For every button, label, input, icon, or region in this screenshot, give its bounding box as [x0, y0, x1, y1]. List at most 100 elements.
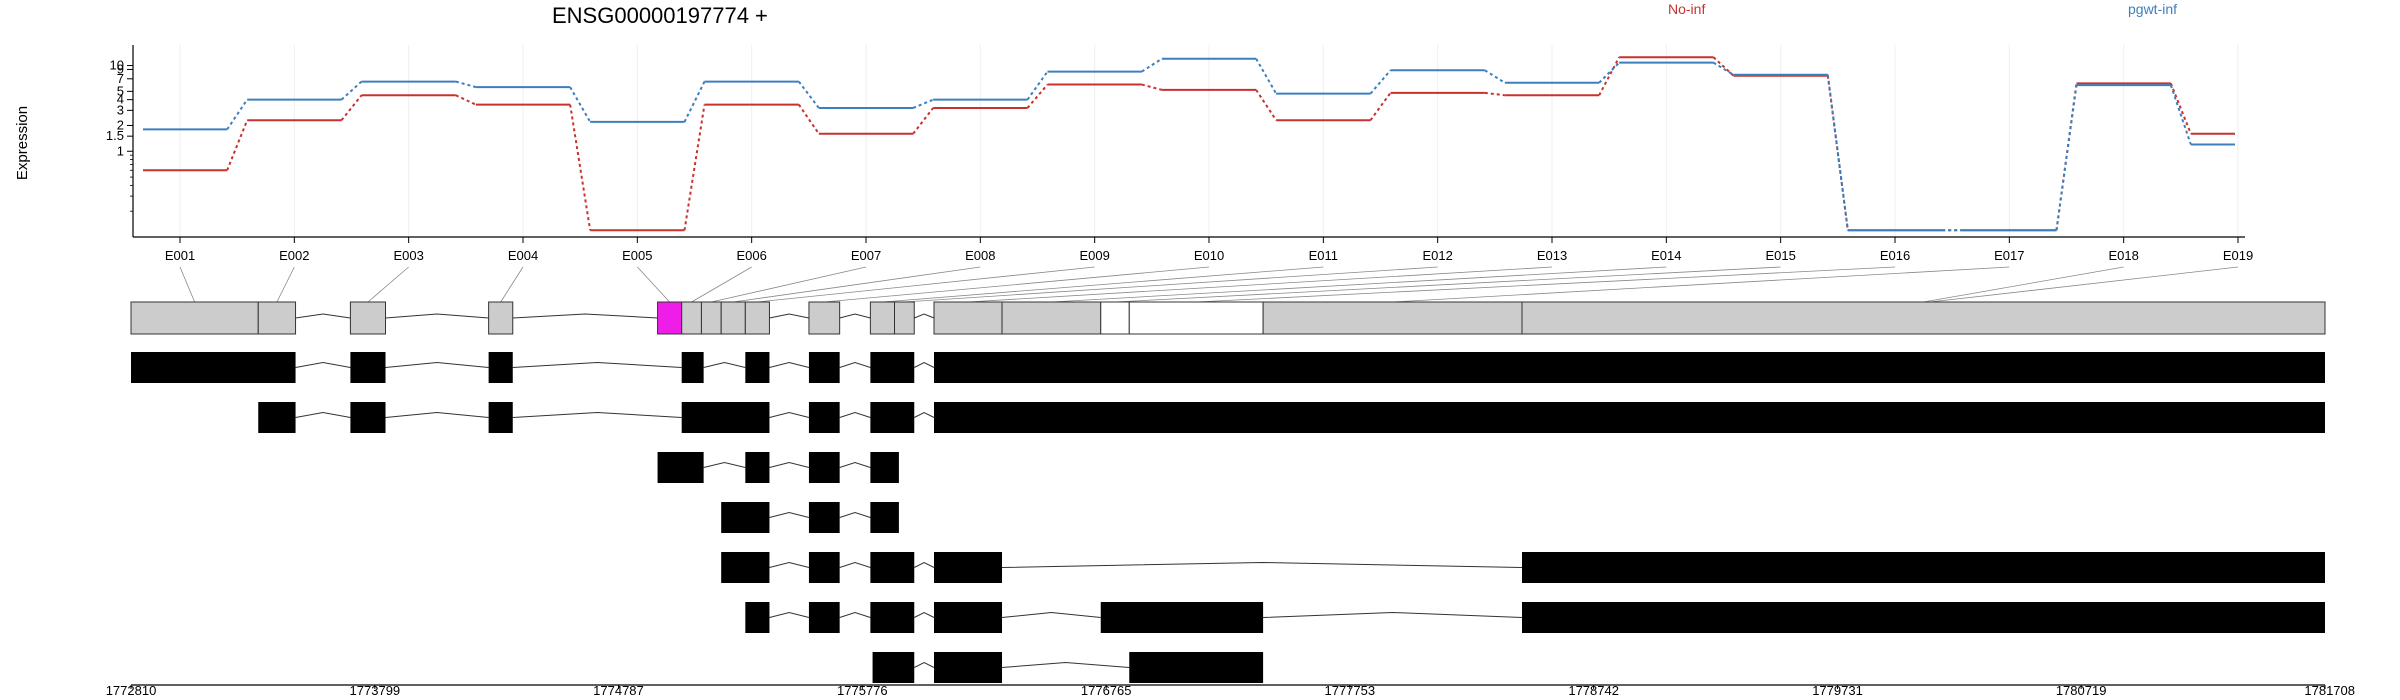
exon-connector [367, 266, 409, 303]
exon-connector [1392, 266, 2010, 303]
transcript-exon [745, 602, 770, 633]
intron-line [1001, 661, 1130, 668]
genomic-tick-label: 1773799 [350, 683, 401, 698]
exon-bin-e014 [1001, 301, 1102, 335]
transcript-exon [808, 402, 840, 433]
intron-line [769, 411, 810, 418]
x-tick-label-e007: E007 [851, 248, 881, 263]
transcript-exon [1129, 652, 1264, 683]
exon-bin-e012 [894, 301, 915, 335]
genomic-tick-label: 1780719 [2056, 683, 2107, 698]
intron-line [839, 313, 871, 319]
transcript-exon [808, 552, 840, 583]
intron-line [512, 411, 682, 418]
x-tick-label-e010: E010 [1194, 248, 1224, 263]
transcript-exon [721, 502, 770, 533]
transcript-exon [934, 352, 2325, 383]
exon-bin-e015 [1100, 301, 1130, 335]
transcript-exon [488, 402, 513, 433]
x-tick-label-e003: E003 [393, 248, 423, 263]
y-tick-label: 1 [117, 143, 124, 158]
intron-line [385, 313, 489, 319]
intron-line [839, 511, 871, 518]
exon-connector [1923, 266, 2124, 303]
transcript-exon [870, 352, 915, 383]
exon-bin-e002 [257, 301, 297, 335]
y-axis-label: Expression [14, 106, 31, 180]
series-connector [798, 104, 820, 135]
intron-line [1002, 561, 1523, 568]
exon-model [130, 266, 2326, 335]
exon-bin-e010 [808, 301, 841, 335]
transcript-exon [870, 602, 915, 633]
transcript-exon [934, 602, 1003, 633]
series-connector [1712, 56, 1735, 77]
series-connector [1826, 74, 1849, 231]
intron-line [385, 411, 489, 418]
exon-connector [276, 266, 295, 303]
transcript-exon [808, 502, 840, 533]
transcript-exon [870, 502, 899, 533]
transcript-row [657, 452, 899, 483]
exon-bin-e004 [488, 301, 514, 335]
y-tick-label: 10 [110, 58, 124, 73]
transcript-exon [1521, 552, 2325, 583]
exon-connector [824, 266, 1210, 303]
series-connector [1369, 92, 1392, 121]
intron-line [769, 561, 810, 568]
series-pgwt-inf [143, 57, 2235, 232]
series-connector [1369, 69, 1392, 95]
transcript-exon [934, 402, 2325, 433]
intron-line [839, 411, 871, 418]
legend-entry-no-inf: No-inf [1668, 1, 1705, 17]
intron-line [703, 461, 746, 468]
transcript-row [131, 352, 2325, 383]
intron-line [295, 313, 351, 319]
exon-bin-e016 [1128, 301, 1264, 335]
y-tick-label: 7 [117, 71, 124, 86]
intron-line [769, 511, 810, 518]
intron-line [512, 361, 682, 368]
x-tick-label-e015: E015 [1765, 248, 1795, 263]
transcript-exon [870, 452, 899, 483]
y-tick-label: 2 [117, 117, 124, 132]
exon-bin-e009 [744, 301, 770, 335]
intron-line [914, 411, 935, 418]
intron-line [769, 461, 810, 468]
intron-line [839, 461, 871, 468]
exon-bin-e005 [657, 301, 683, 335]
x-tick-label-e013: E013 [1537, 248, 1567, 263]
exon-connector [733, 266, 981, 303]
series-connector [1141, 83, 1163, 91]
transcript-exon [350, 352, 386, 383]
transcript-row [258, 402, 2325, 433]
exon-connector [757, 266, 1095, 303]
exon-bin-e007 [700, 301, 722, 335]
intron-line [839, 611, 871, 618]
exon-connector [691, 266, 752, 303]
intron-line [914, 561, 935, 568]
series-connector [683, 81, 706, 123]
exon-connector [1051, 266, 1667, 303]
transcript-exon [872, 652, 915, 683]
series-connector [912, 98, 934, 109]
exon-bin-e001 [130, 301, 259, 335]
transcript-row [745, 602, 2325, 633]
genomic-axis: 1772810 1773799 1774787 1775776 1776765 17777… [106, 683, 2355, 698]
exon-connector [882, 266, 1324, 303]
series-connector [1598, 56, 1621, 96]
transcript-exon [350, 402, 386, 433]
series-connector [226, 119, 249, 171]
x-tick-label-e001: E001 [165, 248, 195, 263]
x-tick-label-e008: E008 [965, 248, 995, 263]
transcript-exon [808, 352, 840, 383]
exon-connector [904, 266, 1438, 303]
genomic-tick-label: 1774787 [593, 683, 644, 698]
series-connector [1026, 70, 1049, 101]
x-tick-label-e017: E017 [1994, 248, 2024, 263]
intron-line [1001, 611, 1101, 618]
x-tick-label-e011: E011 [1309, 248, 1338, 263]
transcript-exon [681, 402, 770, 433]
intron-line [914, 661, 935, 668]
